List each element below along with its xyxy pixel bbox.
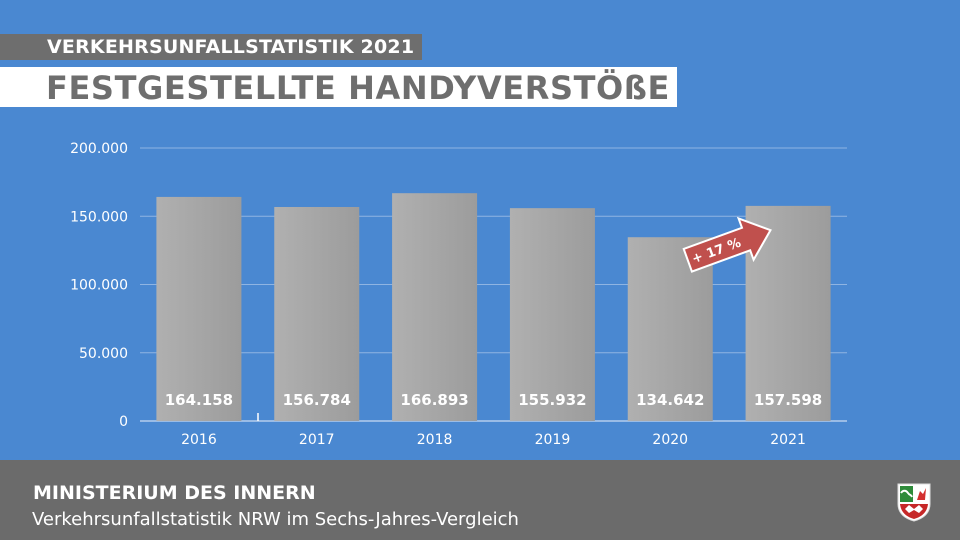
data-label: 157.598 [754, 391, 822, 409]
footer-title: MINISTERIUM DES INNERN [33, 482, 316, 504]
x-tick-label: 2021 [770, 432, 806, 448]
page-title: FESTGESTELLTE HANDYVERSTÖßE [0, 67, 677, 107]
data-label: 134.642 [636, 391, 704, 409]
x-tick-label: 2018 [417, 432, 453, 448]
data-label: 155.932 [518, 391, 586, 409]
bar-2017 [274, 206, 360, 421]
footer-subtitle: Verkehrsunfallstatistik NRW im Sechs-Jah… [32, 509, 519, 530]
bar-2019 [509, 208, 595, 421]
data-label: 156.784 [283, 391, 351, 409]
bar-chart: 0 50.000 100.000 150.000 200.000 164.158 2016 1… [70, 141, 847, 448]
y-tick-label: 50.000 [79, 346, 128, 362]
bar-2018 [392, 193, 478, 421]
kicker-label: VERKEHRSUNFALLSTATISTIK 2021 [0, 34, 422, 60]
data-label: 166.893 [400, 391, 468, 409]
x-tick-label: 2020 [652, 432, 688, 448]
y-tick-label: 200.000 [70, 141, 128, 157]
y-tick-label: 0 [119, 414, 128, 430]
x-tick-label: 2016 [181, 432, 217, 448]
bar-2016 [156, 196, 242, 421]
footer-bar: MINISTERIUM DES INNERN Verkehrsunfallsta… [0, 460, 960, 540]
y-tick-label: 100.000 [70, 278, 128, 294]
data-label: 164.158 [165, 391, 233, 409]
nrw-coat-of-arms-icon [897, 483, 931, 522]
x-tick-label: 2017 [299, 432, 335, 448]
x-tick-label: 2019 [535, 432, 571, 448]
y-tick-label: 150.000 [70, 209, 128, 225]
